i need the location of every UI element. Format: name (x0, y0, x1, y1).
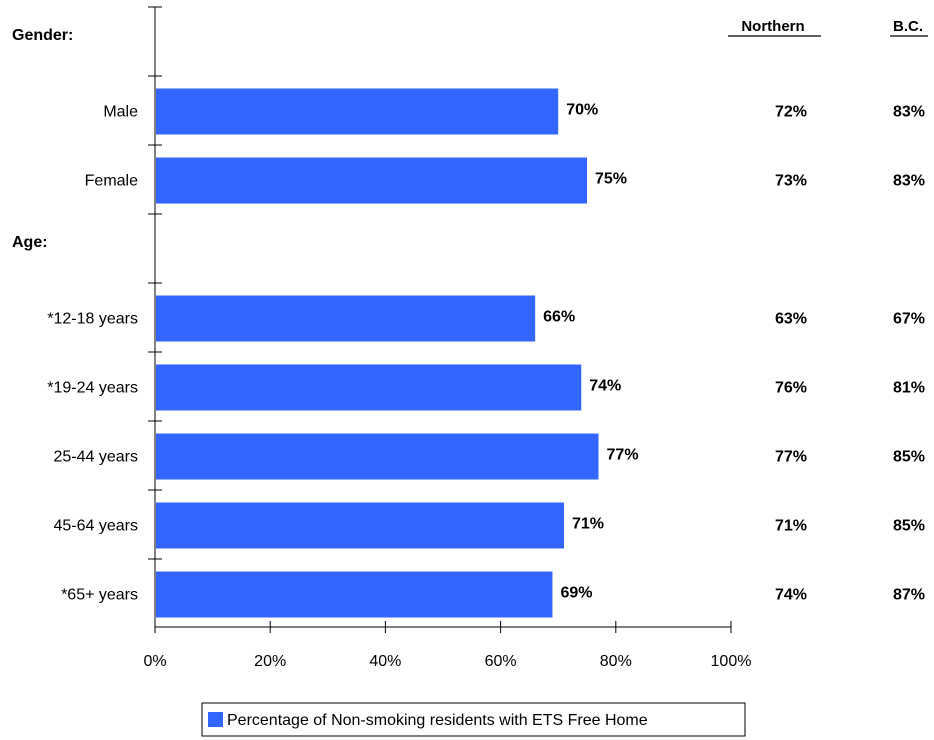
x-tick-label: 20% (254, 653, 286, 670)
northern-value: 77% (775, 449, 807, 466)
bar-value-label: 74% (589, 378, 621, 395)
northern-value: 71% (775, 518, 807, 535)
bar-value-label: 66% (543, 309, 575, 326)
category-label: 25-44 years (54, 449, 139, 466)
section-label: Age: (12, 234, 48, 251)
bar (156, 364, 582, 411)
northern-value: 72% (775, 104, 807, 121)
bc-value: 81% (893, 380, 925, 397)
column-header-bc: B.C. (893, 18, 923, 35)
category-label: Male (103, 104, 138, 121)
bar (156, 295, 536, 342)
category-label: *65+ years (61, 587, 138, 604)
bar-value-label: 69% (560, 585, 592, 602)
bar (156, 433, 599, 480)
legend-box (201, 702, 746, 737)
northern-value: 63% (775, 311, 807, 328)
x-tick-label: 60% (485, 653, 517, 670)
northern-value: 76% (775, 380, 807, 397)
bar (156, 502, 564, 549)
bc-value: 85% (893, 518, 925, 535)
bar-value-label: 77% (607, 447, 639, 464)
northern-value: 73% (775, 173, 807, 190)
bc-value: 67% (893, 311, 925, 328)
bc-value: 83% (893, 104, 925, 121)
bar-value-label: 70% (566, 102, 598, 119)
section-label: Gender: (12, 27, 73, 44)
category-label: *12-18 years (47, 311, 138, 328)
bar (156, 157, 587, 204)
category-label: Female (85, 173, 138, 190)
x-tick-label: 100% (711, 653, 752, 670)
bar (156, 571, 553, 618)
legend-swatch (208, 712, 223, 727)
bar-value-label: 75% (595, 171, 627, 188)
bc-value: 83% (893, 173, 925, 190)
bar-value-label: 71% (572, 516, 604, 533)
legend-label: Percentage of Non-smoking residents with… (227, 712, 648, 729)
x-tick-label: 0% (143, 653, 166, 670)
bc-value: 87% (893, 587, 925, 604)
bar (156, 88, 559, 135)
x-tick-label: 40% (369, 653, 401, 670)
category-label: 45-64 years (54, 518, 139, 535)
plot-area: Northern B.C. Gender: Male 70% 72% 83% Female 75… (12, 6, 928, 737)
bc-value: 85% (893, 449, 925, 466)
northern-value: 74% (775, 587, 807, 604)
category-label: *19-24 years (47, 380, 138, 397)
x-tick-label: 80% (600, 653, 632, 670)
column-header-northern: Northern (741, 18, 804, 35)
